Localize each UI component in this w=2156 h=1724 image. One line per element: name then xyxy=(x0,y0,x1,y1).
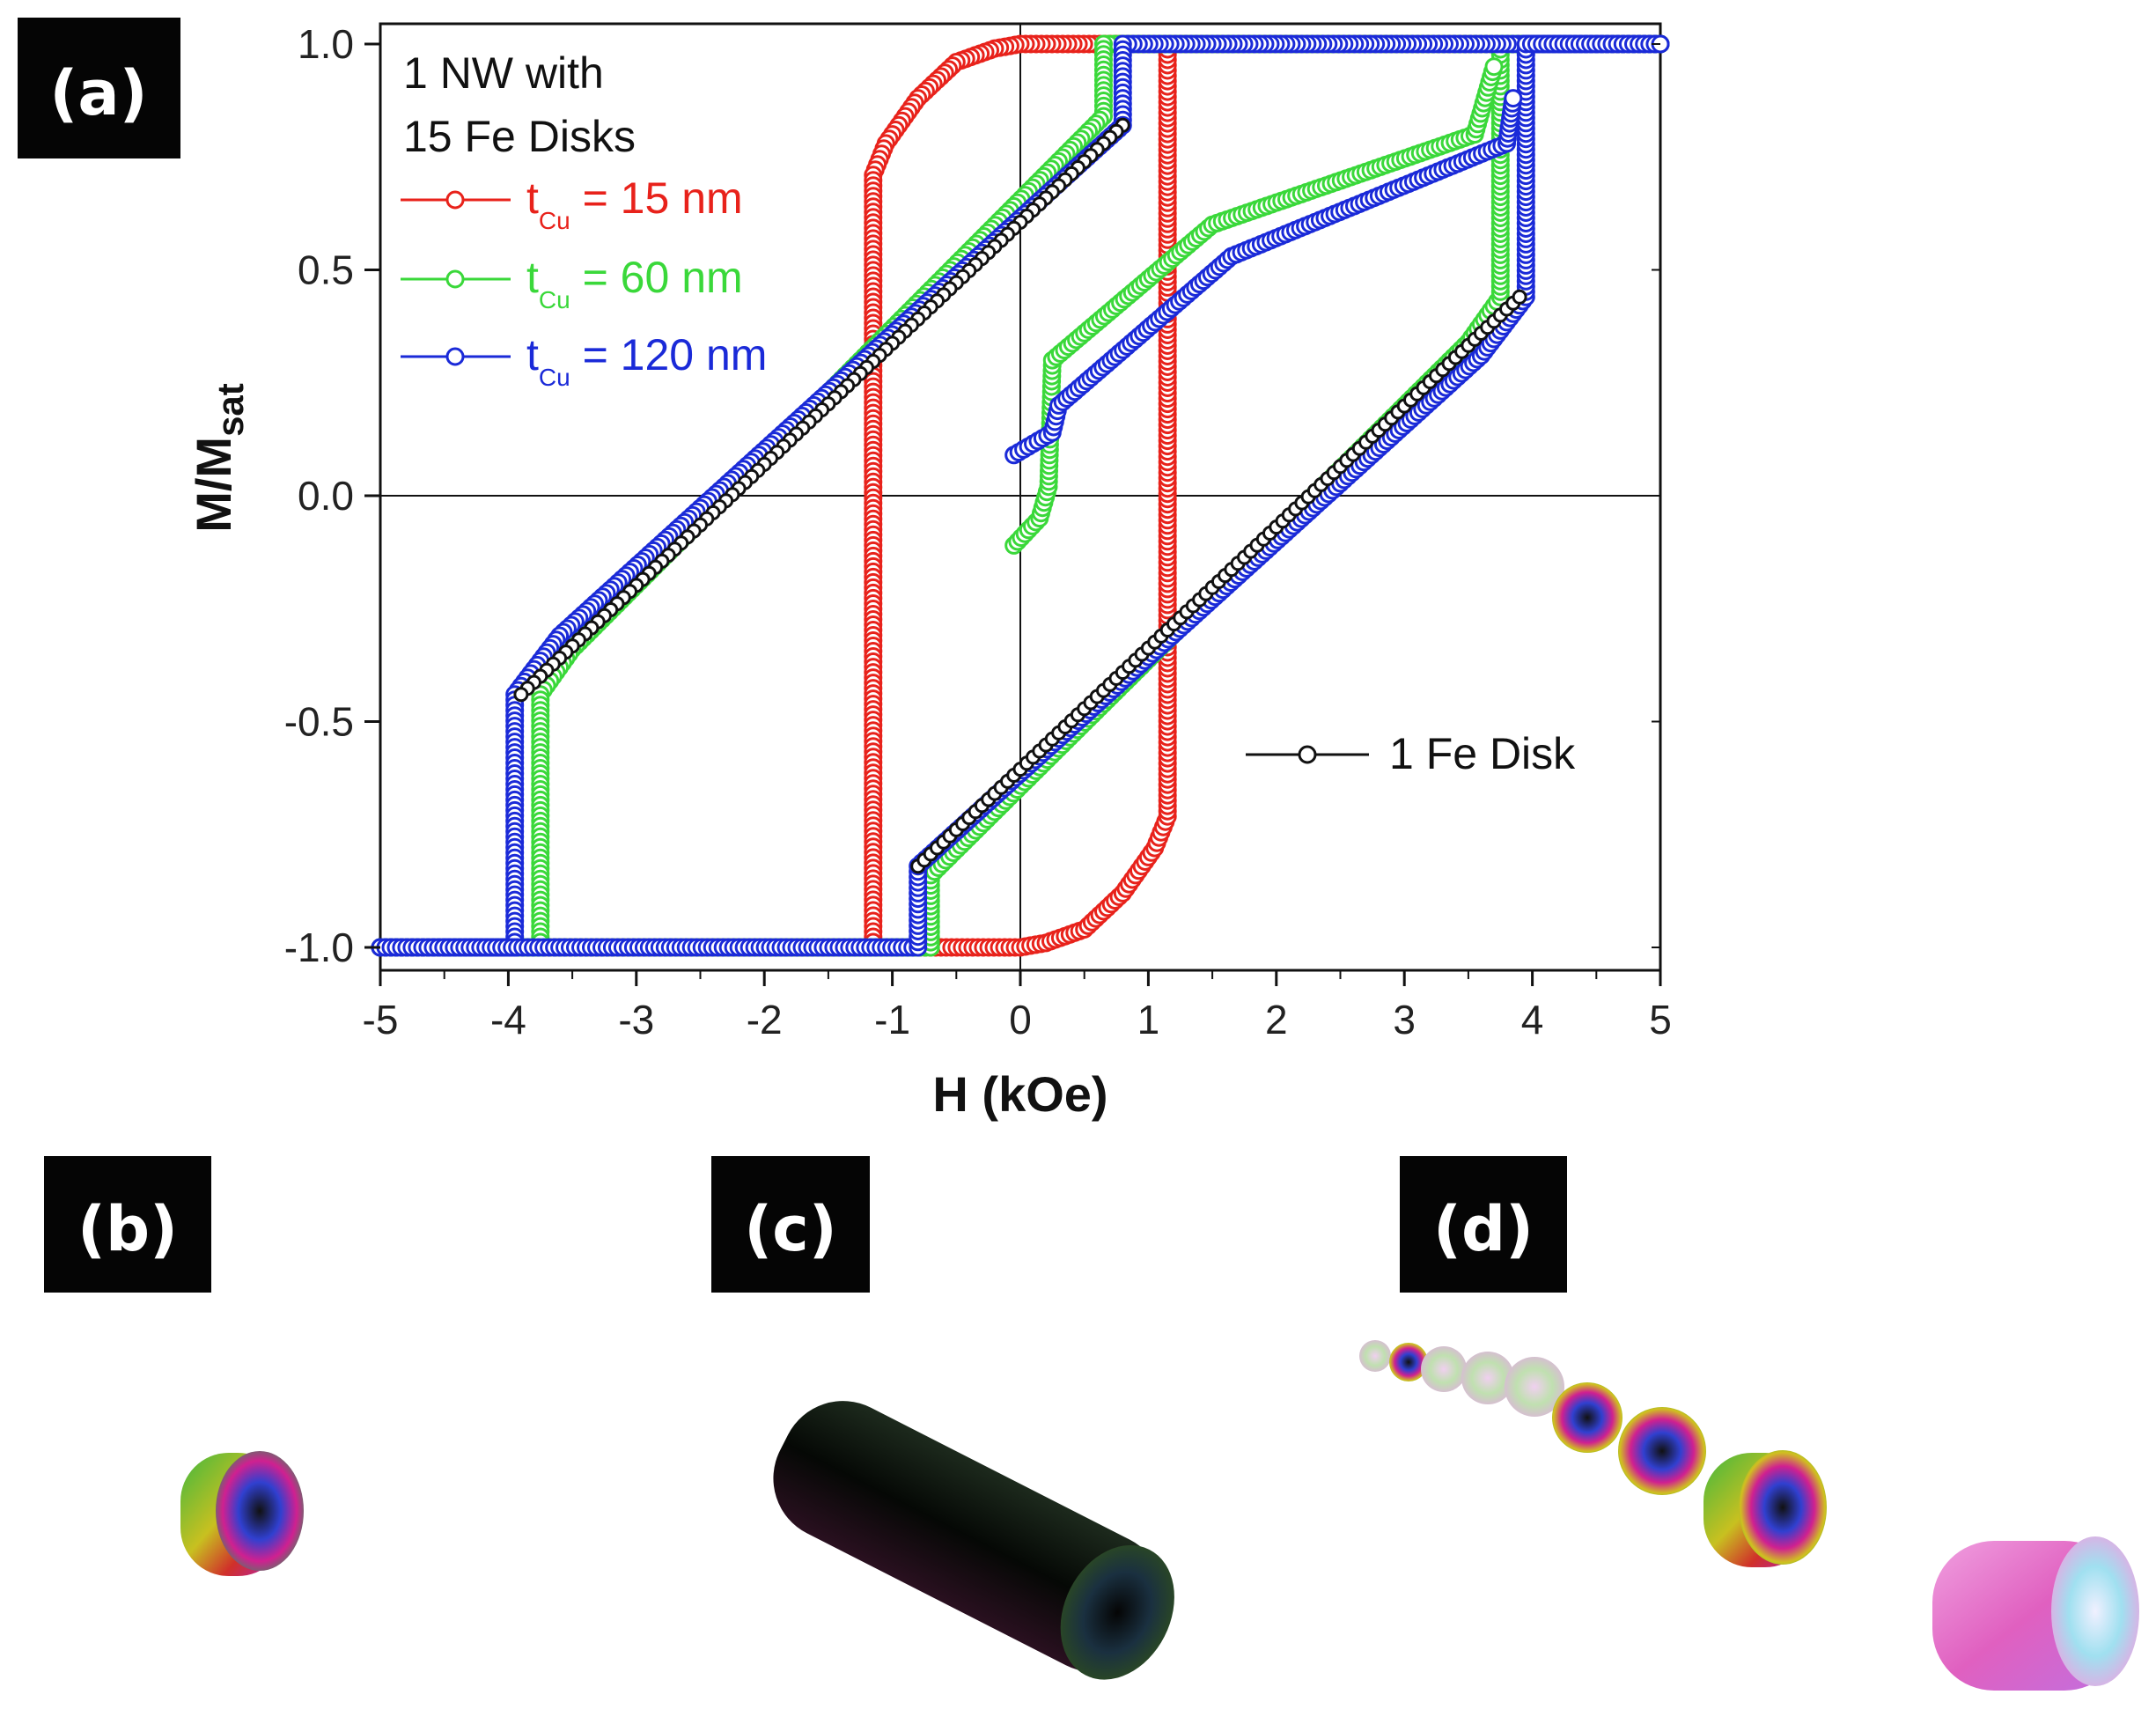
series-2-inner-markers xyxy=(1004,89,1523,465)
y-tick-label: 1.0 xyxy=(298,21,354,67)
legend: 1 NW with 15 Fe Disks tCu = 15 nm tCu = … xyxy=(401,48,1576,778)
x-axis-title: H (kOe) xyxy=(932,1066,1107,1122)
legend-label-15nm: tCu = 15 nm xyxy=(526,173,743,234)
legend-label-1-fe-disk: 1 Fe Disk xyxy=(1389,729,1576,778)
y-axis-title-main: M/M xyxy=(186,437,241,533)
x-tick-label: 5 xyxy=(1649,997,1672,1043)
panel-c: (c) xyxy=(711,1156,1174,1680)
x-tick-label: -4 xyxy=(490,997,526,1043)
series-layer xyxy=(371,34,1670,957)
nanowire-image xyxy=(773,1401,1174,1680)
y-tick-label: -0.5 xyxy=(284,699,354,745)
disk-chain-image xyxy=(1359,1340,2139,1691)
reference-ascending-markers xyxy=(910,289,1527,874)
legend-title-line1: 1 NW with xyxy=(403,48,604,98)
y-axis-title-sub: sat xyxy=(210,383,251,437)
panel-a-badge: (a) xyxy=(18,18,180,158)
x-tick-label: -1 xyxy=(874,997,910,1043)
data-point xyxy=(513,687,529,703)
legend-label-60nm: tCu = 60 nm xyxy=(526,253,743,313)
panel-d: (d) xyxy=(1359,1156,2139,1691)
panel-b-label: (b) xyxy=(77,1193,178,1265)
data-point xyxy=(1504,89,1523,108)
reference-descending-markers xyxy=(513,117,1130,703)
zero-lines xyxy=(380,24,1660,970)
y-tick-label: -1.0 xyxy=(284,925,354,970)
x-tick-label: 1 xyxy=(1137,997,1160,1043)
data-point xyxy=(1512,289,1527,305)
x-tick-label: -5 xyxy=(363,997,399,1043)
series-1-inner-markers xyxy=(1004,57,1504,555)
legend-entry-60nm: tCu = 60 nm xyxy=(401,253,743,313)
x-tick-label: 0 xyxy=(1009,997,1032,1043)
panel-b: (b) xyxy=(44,1156,304,1576)
x-tick-label: 2 xyxy=(1265,997,1288,1043)
panel-a-label: (a) xyxy=(49,57,147,129)
x-tick-label: 4 xyxy=(1521,997,1544,1043)
legend-label-120nm: tCu = 120 nm xyxy=(526,330,767,391)
panel-d-badge xyxy=(1400,1156,1567,1293)
panel-d-label: (d) xyxy=(1433,1193,1534,1265)
ticks-layer: -5 -4 -3 -2 -1 0 1 2 3 4 5 -1.0 -0.5 0.0 0.5 1.0 xyxy=(284,21,1672,1043)
panel-c-badge xyxy=(711,1156,870,1293)
x-tick-label: 3 xyxy=(1393,997,1416,1043)
legend-entry-15nm: tCu = 15 nm xyxy=(401,173,743,234)
x-tick-label: -2 xyxy=(747,997,783,1043)
panel-c-label: (c) xyxy=(744,1193,836,1265)
panel-b-badge xyxy=(44,1156,211,1293)
y-tick-label: 0.0 xyxy=(298,473,354,519)
y-axis-title: M/Msat xyxy=(186,383,251,533)
single-disk-image xyxy=(180,1451,304,1576)
data-point xyxy=(1484,57,1504,77)
legend-title-line2: 15 Fe Disks xyxy=(403,112,636,161)
x-tick-label: -3 xyxy=(618,997,654,1043)
legend-entry-120nm: tCu = 120 nm xyxy=(401,330,767,391)
legend-entry-1-fe-disk: 1 Fe Disk xyxy=(1246,729,1576,778)
y-tick-label: 0.5 xyxy=(298,247,354,293)
hysteresis-chart: -5 -4 -3 -2 -1 0 1 2 3 4 5 -1.0 -0.5 0.0 0.5 1.0 H (kOe… xyxy=(186,21,1672,1122)
